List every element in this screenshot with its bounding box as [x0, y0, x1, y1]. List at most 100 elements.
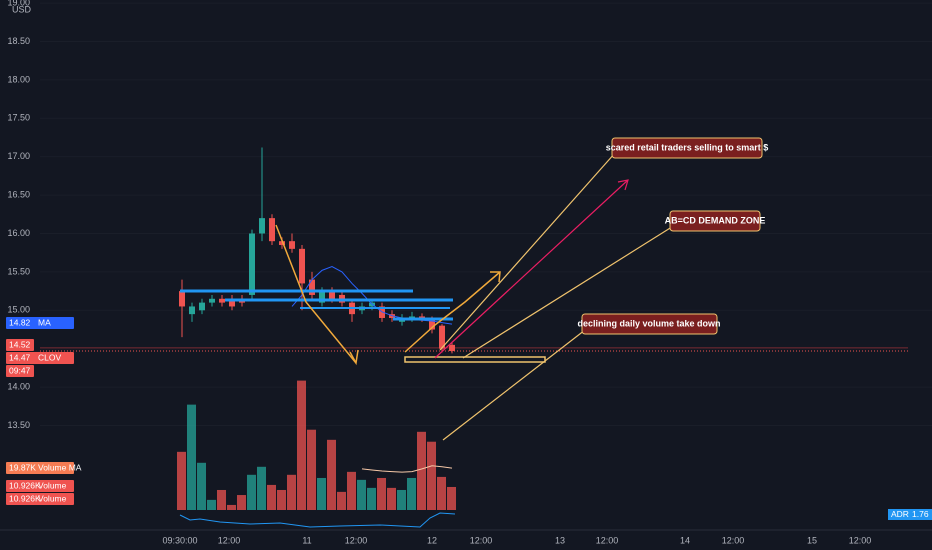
- volume-bar: [367, 487, 376, 510]
- price-badge: [6, 462, 74, 474]
- callout-text: declining daily volume take down: [577, 318, 720, 328]
- volume-bar: [177, 451, 186, 510]
- ma-line: [291, 265, 453, 325]
- volume-bar: [307, 429, 316, 510]
- volume-bar: [417, 431, 426, 510]
- series-layer: [40, 2, 932, 510]
- time-label: 12: [427, 535, 437, 545]
- volume-bar: [197, 462, 206, 510]
- time-label: 09:30:00: [162, 535, 197, 545]
- candle-body: [429, 317, 435, 330]
- y-tick-label: 14.00: [7, 381, 30, 391]
- candle-body: [439, 325, 445, 349]
- arrowhead: [490, 271, 501, 283]
- adr-label: ADR: [891, 509, 909, 519]
- price-badge: [6, 352, 74, 364]
- callout-line: [462, 224, 676, 359]
- y-tick-label: 18.00: [7, 74, 30, 84]
- adr-badge: [888, 509, 932, 520]
- arrowhead: [349, 349, 359, 366]
- badge-value: 10.926K: [9, 493, 41, 503]
- volume-bar: [397, 489, 406, 510]
- adr-value: 1.76: [912, 509, 929, 519]
- candle-body: [259, 218, 265, 234]
- badge-value: 14.47: [9, 352, 31, 362]
- y-tick-label: 18.50: [7, 36, 30, 46]
- candle-body: [189, 306, 195, 315]
- badge-label: MA: [38, 317, 51, 327]
- candle-body: [209, 298, 215, 303]
- candle-body: [449, 344, 455, 352]
- y-tick-label: 15.50: [7, 266, 30, 276]
- y-tick-label: 16.50: [7, 189, 30, 199]
- volume-bar: [227, 504, 236, 510]
- volume-bar: [287, 474, 296, 510]
- candle-body: [329, 291, 335, 299]
- volume-bar: [337, 491, 346, 510]
- price-badge: [6, 480, 74, 492]
- volume-bar: [257, 466, 266, 510]
- abcd-path: [275, 224, 357, 364]
- projection-path: [404, 271, 501, 353]
- candle-body: [319, 291, 325, 303]
- y-tick-label: 19.00: [7, 0, 30, 7]
- callout-box: [611, 137, 763, 159]
- time-label: 12:00: [470, 535, 493, 545]
- callout-line: [442, 329, 586, 441]
- volume-bar: [377, 477, 386, 510]
- callout-box: [581, 313, 718, 335]
- callout-box: [669, 210, 761, 232]
- callout-text: AB=CD DEMAND ZONE: [665, 215, 766, 225]
- volume-bar: [407, 477, 416, 510]
- time-label: 12:00: [218, 535, 241, 545]
- volume-bar: [247, 474, 256, 510]
- volume-bar: [357, 479, 366, 510]
- candle-body: [179, 291, 185, 307]
- price-badge: [6, 493, 74, 505]
- volume-ma-line: [361, 465, 453, 473]
- badge-label: Volume: [38, 480, 67, 490]
- time-label: 12:00: [596, 535, 619, 545]
- time-label: 12:00: [722, 535, 745, 545]
- arrowhead: [617, 179, 629, 191]
- drawings: scared retail traders selling to smart $…: [179, 137, 768, 528]
- candle-body: [269, 218, 275, 242]
- candle-body: [299, 248, 305, 284]
- volume-bar: [217, 489, 226, 510]
- candle-body: [309, 279, 315, 295]
- badge-label: CLOV: [38, 352, 61, 362]
- volume-bar: [427, 441, 436, 510]
- volume-bar: [237, 495, 246, 510]
- time-label: 12:00: [849, 535, 872, 545]
- callout-line: [439, 152, 616, 351]
- volume-bar: [267, 484, 276, 510]
- candle-body: [249, 233, 255, 295]
- time-label: 15: [807, 535, 817, 545]
- volume-bar: [347, 471, 356, 510]
- badge-value: 09:47: [9, 365, 31, 375]
- volume-bar: [297, 380, 306, 510]
- badge-value: 14.82: [9, 317, 31, 327]
- candle-body: [279, 241, 285, 246]
- candle-body: [289, 241, 295, 249]
- price-badge: [6, 317, 74, 329]
- candle-body: [219, 298, 225, 303]
- volume-bar: [277, 489, 286, 510]
- time-label: 13: [555, 535, 565, 545]
- volume-bar: [327, 439, 336, 510]
- badge-label: Volume: [38, 493, 67, 503]
- badge-value: 19.87K: [9, 462, 36, 472]
- candle-body: [229, 298, 235, 307]
- volume-bar: [187, 404, 196, 510]
- time-label: 12:00: [345, 535, 368, 545]
- volume-bar: [317, 477, 326, 510]
- currency-label: USD: [12, 4, 32, 14]
- volume-bar: [207, 499, 216, 510]
- y-tick-label: 13.50: [7, 420, 30, 430]
- demand-zone: [404, 356, 546, 363]
- y-tick-label: 16.00: [7, 228, 30, 238]
- badge-label: Volume MA: [38, 462, 82, 472]
